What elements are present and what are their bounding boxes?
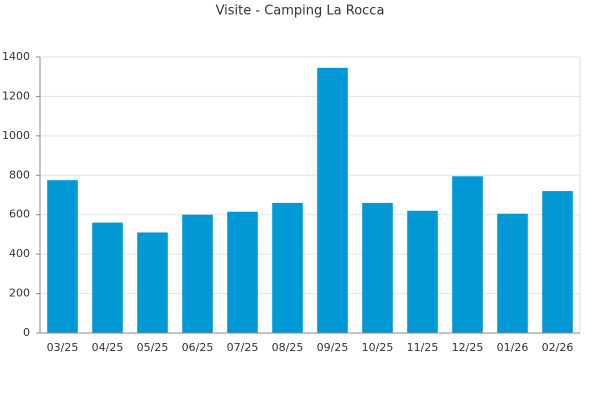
- x-tick-label: 05/25: [137, 341, 169, 354]
- x-tick-label: 01/26: [497, 341, 529, 354]
- bar: [182, 214, 213, 333]
- bar: [407, 210, 438, 333]
- bar: [452, 176, 483, 333]
- y-tick-label: 1000: [2, 129, 30, 142]
- bar: [497, 213, 528, 333]
- x-tick-label: 02/26: [542, 341, 574, 354]
- bar: [362, 202, 393, 333]
- y-tick-label: 0: [23, 326, 30, 339]
- y-tick-label: 1400: [2, 50, 30, 63]
- chart-title: Visite - Camping La Rocca: [216, 4, 385, 19]
- x-tick-label: 08/25: [272, 341, 304, 354]
- x-tick-label: 04/25: [92, 341, 124, 354]
- bar: [47, 180, 78, 333]
- bar: [542, 191, 573, 333]
- y-tick-label: 400: [9, 247, 30, 260]
- x-tick-label: 11/25: [407, 341, 439, 354]
- bar: [272, 202, 303, 333]
- y-tick-label: 800: [9, 168, 30, 181]
- y-tick-label: 200: [9, 287, 30, 300]
- x-tick-label: 06/25: [182, 341, 214, 354]
- y-tick-label: 1200: [2, 89, 30, 102]
- x-tick-label: 12/25: [452, 341, 484, 354]
- bar: [137, 232, 168, 333]
- x-tick-label: 10/25: [362, 341, 394, 354]
- y-tick-label: 600: [9, 208, 30, 221]
- x-tick-label: 09/25: [317, 341, 349, 354]
- x-tick-label: 03/25: [47, 341, 79, 354]
- bar: [227, 211, 258, 333]
- x-tick-label: 07/25: [227, 341, 259, 354]
- bar: [92, 222, 123, 333]
- bar: [317, 67, 348, 333]
